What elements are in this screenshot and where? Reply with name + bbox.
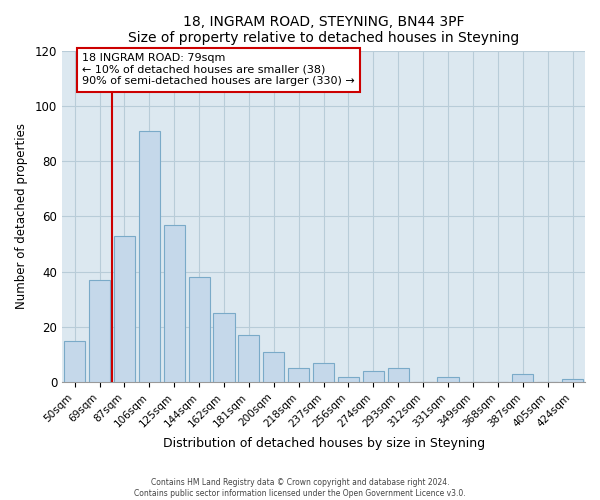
Bar [114,236,135,382]
Text: Contains HM Land Registry data © Crown copyright and database right 2024.
Contai: Contains HM Land Registry data © Crown c… [134,478,466,498]
Bar [64,340,85,382]
Bar [363,371,384,382]
Bar [214,313,235,382]
Bar [188,277,209,382]
Bar [139,130,160,382]
Bar [512,374,533,382]
Bar [388,368,409,382]
Title: 18, INGRAM ROAD, STEYNING, BN44 3PF
Size of property relative to detached houses: 18, INGRAM ROAD, STEYNING, BN44 3PF Size… [128,15,519,45]
Text: 18 INGRAM ROAD: 79sqm
← 10% of detached houses are smaller (38)
90% of semi-deta: 18 INGRAM ROAD: 79sqm ← 10% of detached … [82,54,355,86]
Bar [164,224,185,382]
Bar [288,368,309,382]
Bar [338,376,359,382]
X-axis label: Distribution of detached houses by size in Steyning: Distribution of detached houses by size … [163,437,485,450]
Bar [238,335,259,382]
Bar [313,362,334,382]
Bar [437,376,458,382]
Bar [263,352,284,382]
Bar [562,380,583,382]
Bar [89,280,110,382]
Y-axis label: Number of detached properties: Number of detached properties [15,124,28,310]
